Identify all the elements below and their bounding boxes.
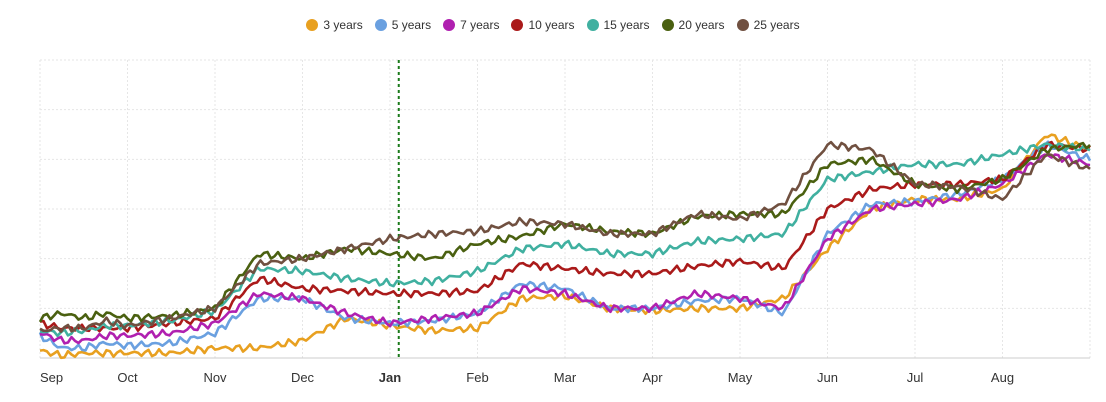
x-tick-label: May xyxy=(728,370,753,385)
series-line[interactable] xyxy=(39,153,1091,345)
x-tick-label: Jan xyxy=(379,370,401,385)
legend-swatch xyxy=(443,19,456,31)
legend-item[interactable]: 5 years xyxy=(374,18,432,32)
x-tick-label: Sep xyxy=(40,370,63,385)
legend-label: 25 years xyxy=(753,18,800,32)
legend-label: 15 years xyxy=(603,18,650,32)
legend-label: 5 years xyxy=(391,18,432,32)
legend-item[interactable]: 20 years xyxy=(661,18,725,32)
legend-item[interactable]: 10 years xyxy=(511,18,575,32)
legend-item[interactable]: 25 years xyxy=(736,18,800,32)
x-tick-label: Oct xyxy=(117,370,138,385)
x-tick-label: Aug xyxy=(991,370,1014,385)
x-tick-label: Dec xyxy=(291,370,315,385)
x-tick-label: Feb xyxy=(466,370,488,385)
legend-swatch xyxy=(511,19,524,31)
legend-item[interactable]: 3 years xyxy=(306,18,363,32)
legend-item[interactable]: 7 years xyxy=(443,18,499,32)
series-lines xyxy=(38,133,1092,360)
legend-swatch xyxy=(374,19,387,31)
legend-swatch xyxy=(661,19,674,31)
legend-label: 7 years xyxy=(460,18,500,32)
x-tick-label: Nov xyxy=(203,370,227,385)
x-axis: Sep Oct Nov Dec Jan Feb Mar Apr May Jun Jul Aug xyxy=(40,370,1014,385)
legend-swatch xyxy=(586,19,599,31)
chart-legend: 3 years 5 years 7 years 10 years 15 years 20 … xyxy=(0,18,1106,32)
grid-lines xyxy=(39,59,1091,359)
x-tick-label: Mar xyxy=(554,370,577,385)
series-line[interactable] xyxy=(39,140,1092,333)
legend-item[interactable]: 15 years xyxy=(586,18,650,32)
legend-label: 3 years xyxy=(323,18,363,32)
legend-swatch xyxy=(736,19,749,31)
legend-swatch xyxy=(306,19,319,31)
x-tick-label: Apr xyxy=(642,370,663,385)
x-tick-label: Jun xyxy=(817,370,838,385)
x-tick-label: Jul xyxy=(907,370,924,385)
legend-label: 20 years xyxy=(678,18,725,32)
series-line[interactable] xyxy=(39,140,1091,333)
legend-label: 10 years xyxy=(528,18,575,32)
